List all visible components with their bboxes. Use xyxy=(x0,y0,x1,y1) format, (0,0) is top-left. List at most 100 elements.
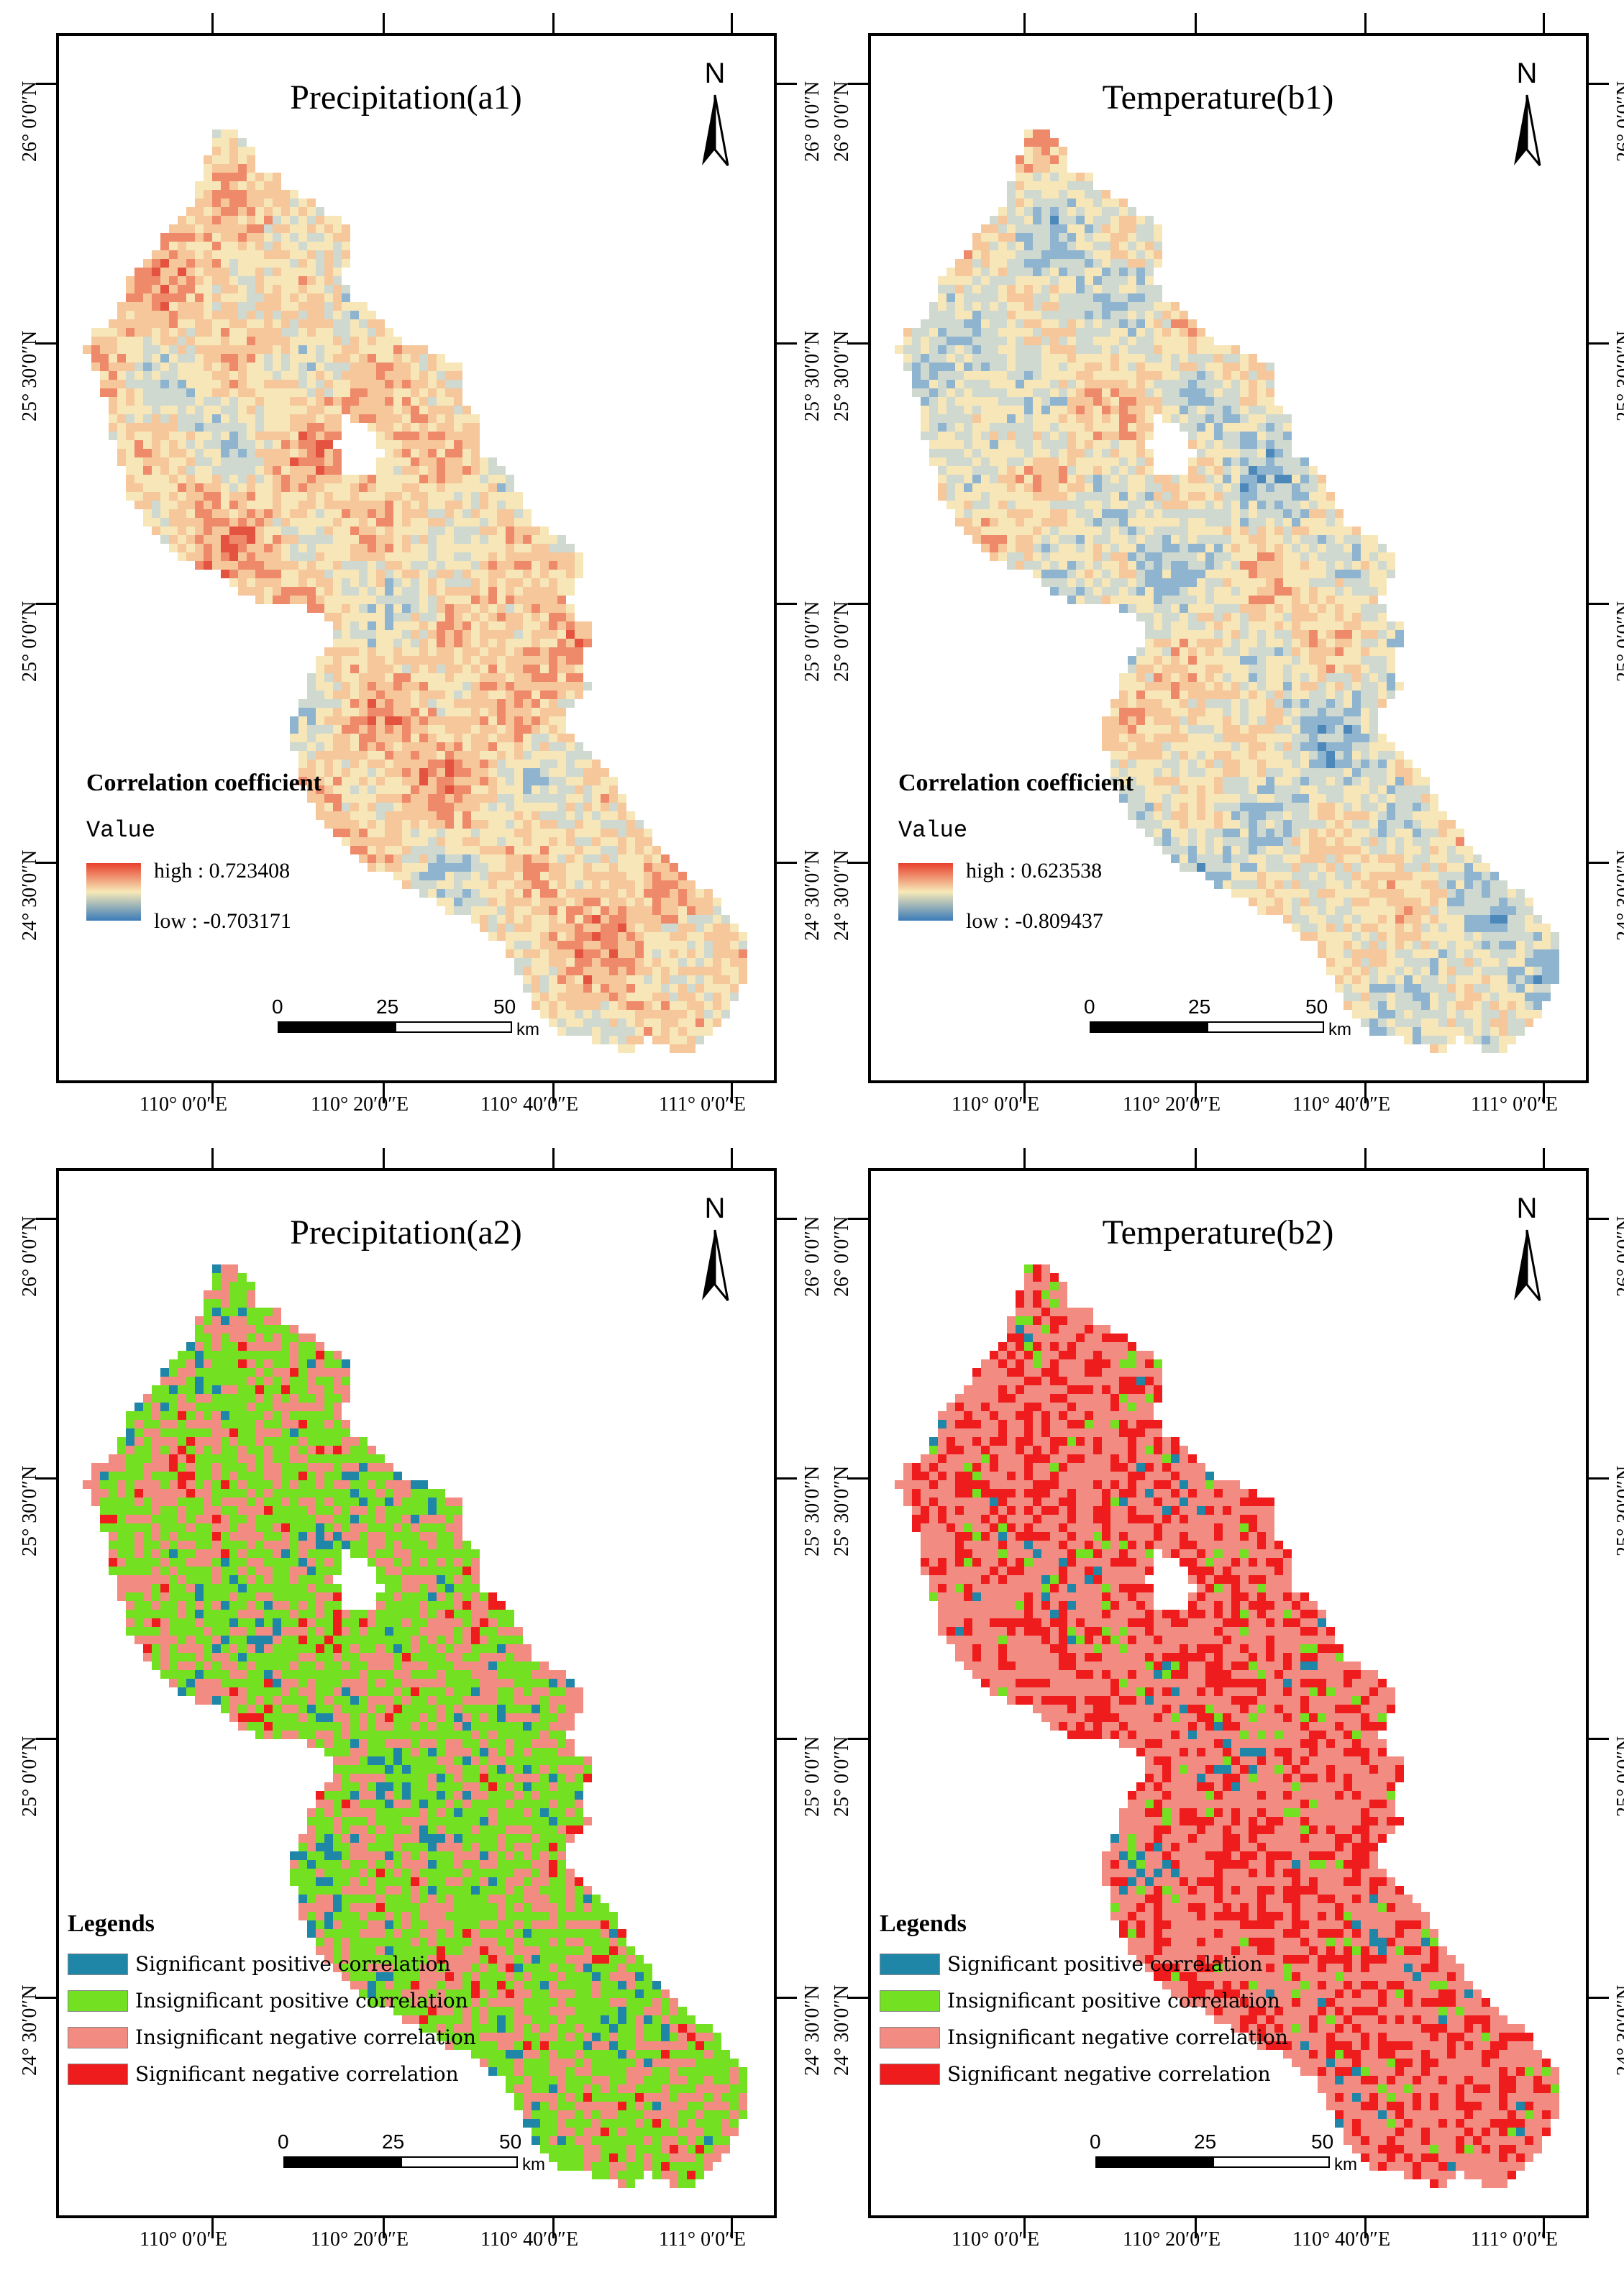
scale-unit: km xyxy=(516,1020,539,1039)
lon-label: 110° 40′0″E xyxy=(480,1093,579,1116)
lon-label: 110° 0′0″E xyxy=(952,1093,1040,1116)
lon-label: 110° 40′0″E xyxy=(1292,2228,1391,2251)
lon-tick xyxy=(1195,1148,1197,1171)
lon-label: 110° 20′0″E xyxy=(311,2228,409,2251)
legend-label: Significant positive correlation xyxy=(947,1952,1263,1976)
lon-label: 110° 20′0″E xyxy=(1123,2228,1221,2251)
legend-title: Correlation coefficient xyxy=(898,770,1133,796)
legend-title: Legends xyxy=(880,1910,967,1937)
scale-label: 25 xyxy=(1194,2130,1217,2153)
lat-tick xyxy=(1586,1738,1609,1740)
map-raster xyxy=(895,1264,1559,2188)
legend-high-label: high : 0.723408 xyxy=(154,859,291,883)
lat-tick xyxy=(36,83,59,85)
legend-label: Insignificant negative correlation xyxy=(135,2025,476,2049)
map-raster xyxy=(83,1264,747,2188)
map-panel-a2: 26° 0′0″N 26° 0′0″N 25° 30′0″N 25° 30′0″N 25… xyxy=(0,1135,824,2270)
lat-tick xyxy=(36,342,59,345)
color-ramp xyxy=(86,863,141,921)
scale-bar-black xyxy=(283,2156,401,2168)
lat-tick xyxy=(774,1218,797,1220)
lat-tick xyxy=(1586,1477,1609,1480)
lon-tick xyxy=(731,1080,733,1103)
lon-tick xyxy=(211,1148,214,1171)
map-title: Temperature(b1) xyxy=(1102,78,1334,117)
legend-label: Significant negative correlation xyxy=(947,2062,1271,2086)
north-arrow-icon: N xyxy=(1498,1193,1556,1308)
lon-label: 110° 0′0″E xyxy=(952,2228,1040,2251)
lon-tick xyxy=(1364,13,1367,36)
lat-tick xyxy=(1586,1218,1609,1220)
lon-tick xyxy=(383,1080,385,1103)
lat-tick xyxy=(36,1738,59,1740)
lon-tick xyxy=(1543,1148,1545,1171)
scale-unit: km xyxy=(1334,2155,1357,2174)
color-ramp xyxy=(898,863,953,921)
lat-tick xyxy=(1586,603,1609,605)
lon-tick xyxy=(1195,13,1197,36)
lat-tick xyxy=(36,1477,59,1480)
north-label: N xyxy=(704,1193,726,1224)
map-title: Precipitation(a1) xyxy=(290,78,522,117)
lat-tick xyxy=(848,1738,871,1740)
scale-unit: km xyxy=(522,2155,545,2174)
lat-tick xyxy=(848,1477,871,1480)
scale-bar-white xyxy=(1213,2156,1330,2168)
legend-label: Insignificant negative correlation xyxy=(947,2025,1288,2049)
scale-label: 50 xyxy=(493,995,516,1018)
lat-tick xyxy=(1586,342,1609,345)
lon-tick xyxy=(731,13,733,36)
lat-tick xyxy=(774,1738,797,1740)
lat-tick xyxy=(774,83,797,85)
lat-tick xyxy=(36,1997,59,1999)
lon-tick xyxy=(552,1080,555,1103)
scale-label: 25 xyxy=(1188,995,1211,1018)
map-raster xyxy=(895,129,1559,1053)
map-title: Precipitation(a2) xyxy=(290,1213,522,1252)
map-panel-a1: 26° 0′0″N 26° 0′0″N 25° 30′0″N 25° 30′0″N 25… xyxy=(0,0,824,1135)
scale-unit: km xyxy=(1328,1020,1351,1039)
scale-label: 50 xyxy=(499,2130,522,2153)
legend-swatch xyxy=(68,1954,128,1975)
lat-tick xyxy=(774,342,797,345)
lat-tick xyxy=(848,83,871,85)
lon-tick xyxy=(1195,1080,1197,1103)
lon-tick xyxy=(1543,1080,1545,1103)
lon-tick xyxy=(383,2215,385,2238)
scale-label: 0 xyxy=(272,995,283,1018)
legend-subtitle: Value xyxy=(898,817,968,844)
scale-bar: 0 25 50 km xyxy=(1090,2130,1377,2174)
lat-tick xyxy=(774,1997,797,1999)
map-title: Temperature(b2) xyxy=(1102,1213,1334,1252)
legend-swatch xyxy=(880,1990,940,2012)
lon-tick xyxy=(1023,1080,1026,1103)
lat-tick xyxy=(36,1218,59,1220)
scale-bar-white xyxy=(395,1021,512,1033)
lat-tick xyxy=(848,1218,871,1220)
scale-bar: 0 25 50 km xyxy=(1084,995,1372,1039)
north-label: N xyxy=(1516,1193,1538,1224)
lon-tick xyxy=(1364,2215,1367,2238)
lon-tick xyxy=(1023,2215,1026,2238)
legend-swatch xyxy=(880,2027,940,2048)
legend-swatch xyxy=(880,1954,940,1975)
north-arrow-icon: N xyxy=(686,1193,744,1308)
legend-swatch xyxy=(68,2064,128,2085)
lat-tick xyxy=(1586,83,1609,85)
lon-tick xyxy=(731,2215,733,2238)
north-arrow-icon: N xyxy=(686,58,744,173)
lat-tick xyxy=(774,1477,797,1480)
scale-bar: 0 25 50 km xyxy=(272,995,560,1039)
map-raster xyxy=(83,129,747,1053)
scale-label: 0 xyxy=(1090,2130,1101,2153)
scale-bar-white xyxy=(1207,1021,1324,1033)
lon-label: 111° 0′0″E xyxy=(659,2228,747,2251)
north-label: N xyxy=(1516,58,1538,89)
legend-swatch xyxy=(68,2027,128,2048)
lon-label: 111° 0′0″E xyxy=(1471,1093,1559,1116)
scale-label: 25 xyxy=(376,995,399,1018)
north-label: N xyxy=(704,58,726,89)
scale-label: 25 xyxy=(382,2130,405,2153)
lon-label: 110° 0′0″E xyxy=(140,1093,228,1116)
scale-bar-black xyxy=(278,1021,395,1033)
